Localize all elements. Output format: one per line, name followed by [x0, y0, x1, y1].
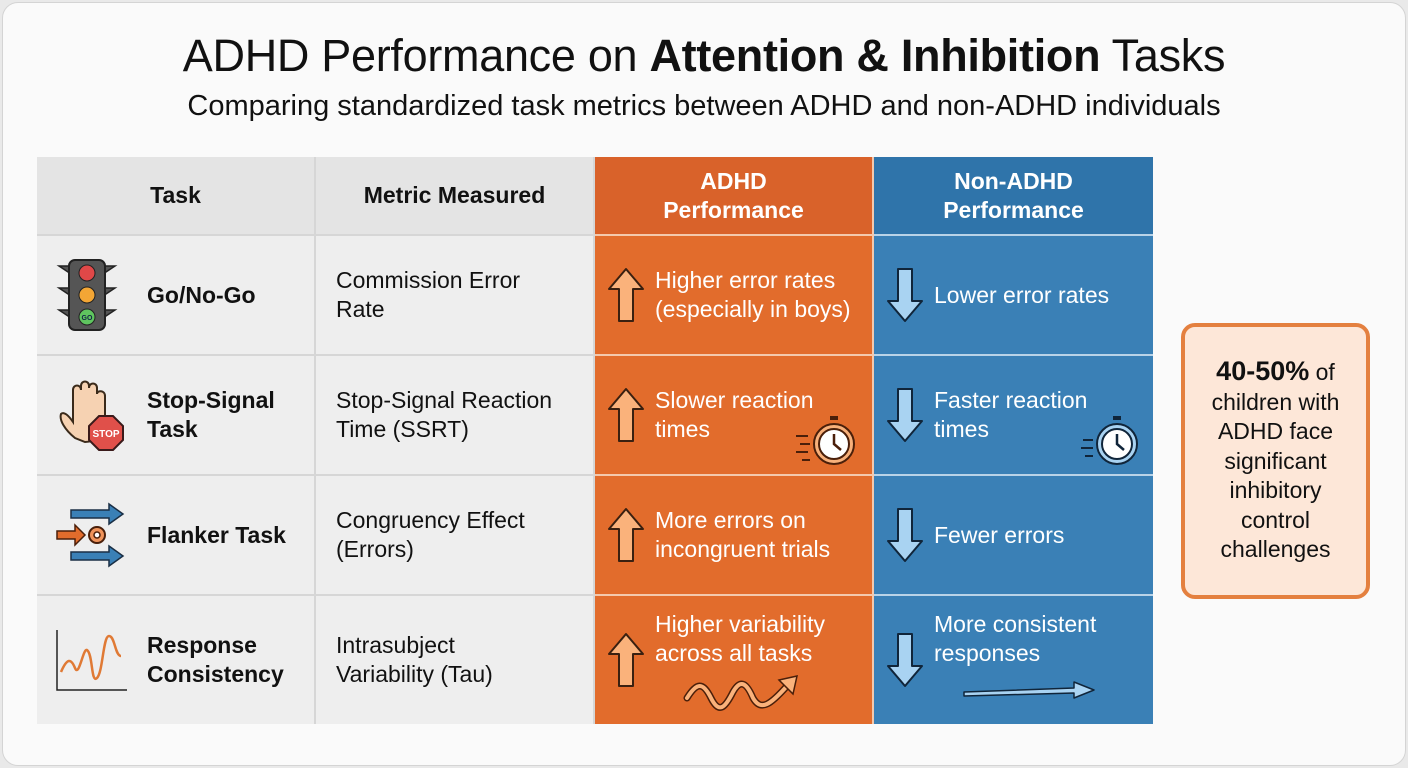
svg-text:GO: GO: [82, 315, 93, 322]
wavy-arrow-icon: [683, 675, 798, 711]
table-row-metric: Stop-Signal Reaction Time (SSRT): [316, 356, 595, 476]
metric-text: Commission Error Rate: [336, 267, 521, 322]
table-row-metric: Commission Error Rate: [316, 236, 595, 356]
table-row-adhd: Slower reaction times: [595, 356, 874, 476]
task-name: Stop-Signal Task: [147, 387, 275, 442]
callout-body: of children with ADHD face significant i…: [1211, 359, 1340, 563]
arrow-up-icon: [608, 633, 644, 687]
table-row-adhd: More errors on incongruent trials: [595, 476, 874, 596]
title-part: ADHD Performance on: [182, 30, 650, 81]
non-adhd-result: Fewer errors: [934, 521, 1065, 548]
adhd-result: Higher error rates (especially in boys): [655, 267, 851, 322]
title-bold: Attention & Inhibition: [649, 30, 1101, 81]
metric-text: Stop-Signal Reaction Time (SSRT): [336, 387, 553, 442]
header-non-adhd: Non-ADHD Performance: [874, 157, 1153, 236]
arrow-up-icon: [608, 388, 644, 442]
adhd-result: Slower reaction times: [655, 387, 814, 442]
header-metric: Metric Measured: [316, 157, 595, 236]
table-row-non-adhd: Lower error rates: [874, 236, 1153, 356]
header-label: ADHD Performance: [663, 167, 804, 223]
header-adhd: ADHD Performance: [595, 157, 874, 236]
table-row-task: STOP Stop-Signal Task: [37, 356, 316, 476]
comparison-table: Task Metric Measured ADHD Performance No…: [37, 157, 1153, 724]
page-title: ADHD Performance on Attention & Inhibiti…: [0, 30, 1408, 82]
adhd-result: Higher variability across all tasks: [655, 611, 826, 666]
callout-highlight: 40-50%: [1216, 356, 1310, 387]
arrow-down-icon: [887, 633, 923, 687]
flanker-arrows-icon: [56, 502, 125, 568]
arrow-down-icon: [887, 268, 923, 322]
task-name: Go/No-Go: [147, 281, 256, 308]
non-adhd-result: More consistent responses: [934, 611, 1097, 666]
variability-graph-icon: [56, 630, 127, 691]
arrow-down-icon: [887, 508, 923, 562]
table-row-non-adhd: Fewer errors: [874, 476, 1153, 596]
table-row-task: GO Go/No-Go: [37, 236, 316, 356]
table-row-task: Flanker Task: [37, 476, 316, 596]
task-name: Response Consistency: [147, 632, 284, 687]
non-adhd-result: Lower error rates: [934, 281, 1110, 308]
traffic-light-icon: GO: [56, 259, 118, 331]
adhd-result: More errors on incongruent trials: [655, 507, 831, 562]
header-task: Task: [37, 157, 316, 236]
arrow-up-icon: [608, 268, 644, 322]
table-row-adhd: Higher variability across all tasks: [595, 596, 874, 724]
stopwatch-icon: [1081, 416, 1138, 465]
task-name: Flanker Task: [147, 521, 286, 548]
header-label: Non-ADHD Performance: [943, 167, 1084, 223]
callout-text: 40-50% of children with ADHD face signif…: [1195, 357, 1356, 565]
table-row-non-adhd: More consistent responses: [874, 596, 1153, 724]
arrow-down-icon: [887, 388, 923, 442]
title-part: Tasks: [1100, 30, 1226, 81]
table-row-task: Response Consistency: [37, 596, 316, 724]
table-row-metric: Congruency Effect (Errors): [316, 476, 595, 596]
straight-arrow-icon: [963, 681, 1095, 699]
table-row-metric: Intrasubject Variability (Tau): [316, 596, 595, 724]
metric-text: Intrasubject Variability (Tau): [336, 632, 493, 687]
callout-box: 40-50% of children with ADHD face signif…: [1181, 323, 1370, 599]
non-adhd-result: Faster reaction times: [934, 387, 1088, 442]
metric-text: Congruency Effect (Errors): [336, 507, 525, 562]
arrow-up-icon: [608, 508, 644, 562]
stopwatch-icon: [796, 416, 855, 465]
svg-text:STOP: STOP: [92, 429, 119, 440]
table-row-adhd: Higher error rates (especially in boys): [595, 236, 874, 356]
table-row-non-adhd: Faster reaction times: [874, 356, 1153, 476]
stop-hand-icon: STOP: [59, 380, 124, 451]
subtitle: Comparing standardized task metrics betw…: [187, 90, 1221, 122]
